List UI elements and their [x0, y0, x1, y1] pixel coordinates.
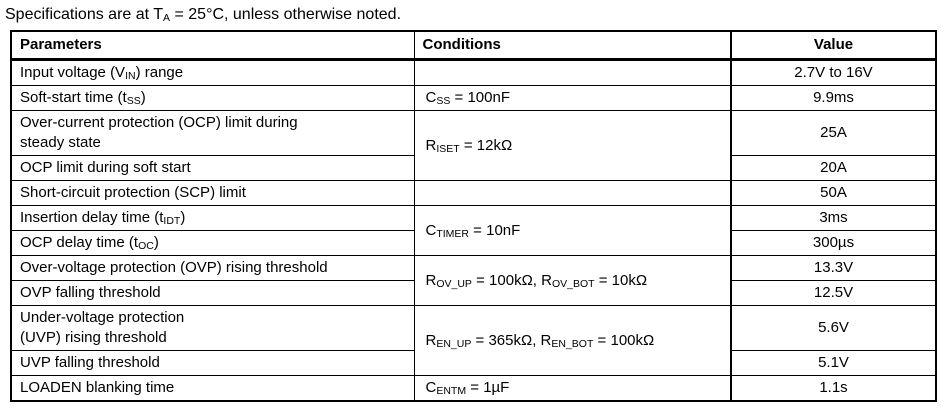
- param-uvp-falling-threshold: UVP falling threshold: [10, 350, 415, 376]
- param-ocp-delay-time: OCP delay time (tOC): [10, 230, 415, 256]
- table-row: Over-voltage protection (OVP) rising thr…: [10, 255, 937, 306]
- param-input-voltage-range: Input voltage (VIN) range: [10, 59, 415, 86]
- value-ocp-steady-state: 25A: [730, 110, 937, 156]
- cond-centm: CENTM = 1µF: [413, 375, 732, 402]
- table-row: Under-voltage protection (UVP) rising th…: [10, 305, 937, 376]
- value-uvp-falling-threshold: 5.1V: [730, 350, 937, 376]
- param-ocp-steady-state: Over-current protection (OCP) limit duri…: [10, 110, 415, 156]
- param-insertion-delay-time: Insertion delay time (tIDT): [10, 205, 415, 231]
- value-scp-limit: 50A: [730, 180, 937, 206]
- cond-ctimer: CTIMER = 10nF: [413, 205, 732, 256]
- column-header-parameters: Parameters: [10, 30, 415, 61]
- cond-rov: ROV_UP = 100kΩ, ROV_BOT = 10kΩ: [413, 255, 732, 306]
- table-row: Short-circuit protection (SCP) limit 50A: [10, 180, 937, 206]
- param-uvp-rising-threshold: Under-voltage protection (UVP) rising th…: [10, 305, 415, 351]
- param-loaden-blanking-time: LOADEN blanking time: [10, 375, 415, 402]
- column-header-conditions: Conditions: [413, 30, 732, 61]
- column-header-value: Value: [730, 30, 937, 61]
- param-ocp-soft-start: OCP limit during soft start: [10, 155, 415, 181]
- table-row: LOADEN blanking time CENTM = 1µF 1.1s: [10, 375, 937, 402]
- table-row: Input voltage (VIN) range 2.7V to 16V: [10, 59, 937, 86]
- cond-scp-limit: [413, 180, 732, 206]
- value-ocp-soft-start: 20A: [730, 155, 937, 181]
- cond-ren: REN_UP = 365kΩ, REN_BOT = 100kΩ: [413, 305, 732, 376]
- value-uvp-rising-threshold: 5.6V: [730, 305, 937, 351]
- cond-input-voltage-range: [413, 59, 732, 86]
- value-ovp-falling-threshold: 12.5V: [730, 280, 937, 306]
- table-row: OVP falling threshold 12.5V: [10, 280, 937, 306]
- table-row: OCP delay time (tOC) 300µs: [10, 230, 937, 256]
- param-ovp-falling-threshold: OVP falling threshold: [10, 280, 415, 306]
- value-ovp-rising-threshold: 13.3V: [730, 255, 937, 281]
- value-ocp-delay-time: 300µs: [730, 230, 937, 256]
- value-insertion-delay-time: 3ms: [730, 205, 937, 231]
- param-soft-start-time: Soft-start time (tSS): [10, 85, 415, 111]
- param-scp-limit: Short-circuit protection (SCP) limit: [10, 180, 415, 206]
- cond-soft-start-time: CSS = 100nF: [413, 85, 732, 111]
- specifications-table: Parameters Conditions Value Input voltag…: [10, 30, 937, 402]
- cond-riset: RISET = 12kΩ: [413, 110, 732, 181]
- param-ovp-rising-threshold: Over-voltage protection (OVP) rising thr…: [10, 255, 415, 281]
- page-title: Specifications are at TA = 25°C, unless …: [5, 6, 402, 24]
- value-soft-start-time: 9.9ms: [730, 85, 937, 111]
- table-row: Insertion delay time (tIDT) CTIMER = 10n…: [10, 205, 937, 256]
- table-row: Over-current protection (OCP) limit duri…: [10, 110, 937, 181]
- value-input-voltage-range: 2.7V to 16V: [730, 59, 937, 86]
- table-row: UVP falling threshold 5.1V: [10, 350, 937, 376]
- value-loaden-blanking-time: 1.1s: [730, 375, 937, 402]
- table-row: Soft-start time (tSS) CSS = 100nF 9.9ms: [10, 85, 937, 111]
- table-header-row: Parameters Conditions Value: [10, 30, 937, 61]
